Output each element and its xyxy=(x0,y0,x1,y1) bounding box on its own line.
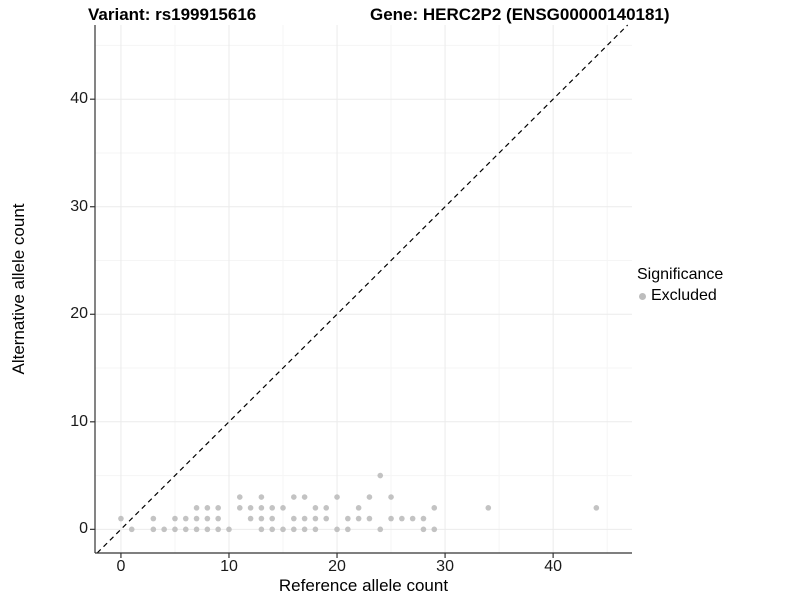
data-point xyxy=(420,526,427,533)
data-point xyxy=(323,505,330,511)
y-tick-label: 30 xyxy=(70,197,88,215)
data-point xyxy=(399,515,405,522)
data-point xyxy=(204,515,211,522)
data-point xyxy=(204,505,211,511)
data-point xyxy=(301,526,308,533)
data-point xyxy=(215,515,221,522)
data-point xyxy=(161,526,167,533)
data-point xyxy=(409,515,416,522)
data-point xyxy=(593,505,600,511)
y-axis-label: Alternative allele count xyxy=(9,203,28,375)
y-tick-label: 20 xyxy=(70,305,88,323)
data-point xyxy=(345,526,351,533)
data-point xyxy=(236,494,243,500)
data-point xyxy=(269,505,275,511)
excluded-point-icon xyxy=(639,292,646,300)
data-point xyxy=(420,515,427,522)
y-tick-label: 0 xyxy=(79,520,88,538)
data-point xyxy=(485,505,492,511)
data-point xyxy=(280,505,286,511)
data-point xyxy=(182,515,189,522)
plot-title-gene: Gene: HERC2P2 (ENSG00000140181) xyxy=(370,5,670,24)
data-point xyxy=(247,505,254,511)
data-point xyxy=(150,515,157,522)
data-point xyxy=(128,526,135,533)
data-point xyxy=(258,526,265,533)
legend-item-excluded: Excluded xyxy=(637,287,723,305)
data-point xyxy=(193,526,200,533)
legend-item-label: Excluded xyxy=(651,287,717,304)
y-tick-label: 10 xyxy=(70,412,88,430)
data-point xyxy=(301,515,308,522)
data-point xyxy=(431,526,438,533)
data-point xyxy=(236,505,243,511)
data-point xyxy=(118,515,124,522)
data-point xyxy=(366,494,373,500)
data-point xyxy=(269,515,275,522)
data-point xyxy=(431,505,438,511)
data-point xyxy=(323,515,330,522)
x-tick-label: 20 xyxy=(328,558,346,575)
x-axis-label: Reference allele count xyxy=(278,576,449,595)
data-point xyxy=(334,526,340,533)
data-point xyxy=(377,526,384,533)
legend-title: Significance xyxy=(637,266,724,283)
data-point xyxy=(312,515,319,522)
data-point xyxy=(312,505,319,511)
data-point xyxy=(258,505,265,511)
data-point xyxy=(269,526,275,533)
data-point xyxy=(204,526,211,533)
data-point xyxy=(291,526,297,533)
data-point xyxy=(312,526,319,533)
data-point xyxy=(355,505,362,511)
identity-line xyxy=(96,24,629,554)
x-tick-label: 30 xyxy=(436,558,454,575)
data-point xyxy=(150,526,157,533)
plot-title-variant: Variant: rs199915616 xyxy=(88,5,257,24)
y-tick-label: 40 xyxy=(70,90,88,108)
data-point xyxy=(291,494,297,500)
data-point xyxy=(377,472,384,479)
data-point xyxy=(334,494,340,500)
data-point xyxy=(172,515,178,522)
data-point xyxy=(258,494,265,500)
data-point xyxy=(193,505,200,511)
data-point xyxy=(258,515,265,522)
x-tick-label: 0 xyxy=(116,558,126,575)
data-point xyxy=(182,526,189,533)
data-point xyxy=(247,515,254,522)
data-point xyxy=(215,505,221,511)
x-tick-label: 40 xyxy=(544,558,563,575)
data-point xyxy=(388,515,394,522)
legend: Significance Excluded xyxy=(637,266,723,305)
data-point xyxy=(193,515,200,522)
data-point xyxy=(301,494,308,500)
data-point xyxy=(355,515,362,522)
data-point xyxy=(215,526,221,533)
data-point xyxy=(291,515,297,522)
data-point xyxy=(366,515,373,522)
x-tick-label: 10 xyxy=(220,558,238,575)
data-point xyxy=(345,515,351,522)
data-point xyxy=(280,526,286,533)
data-point xyxy=(226,526,232,533)
data-point xyxy=(388,494,394,500)
data-point xyxy=(172,526,178,533)
